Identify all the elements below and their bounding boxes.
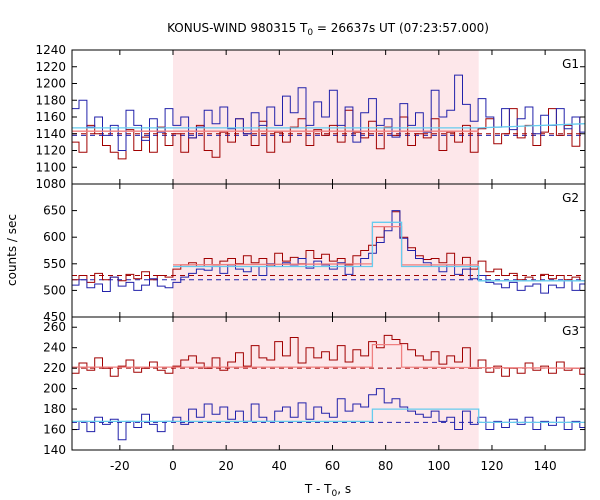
y-axis-label: counts / sec bbox=[5, 214, 19, 286]
x-tick-label: 40 bbox=[272, 459, 287, 473]
panel-g1 bbox=[72, 74, 586, 160]
highlight-layer bbox=[173, 50, 479, 450]
light-curve-blue-g1 bbox=[72, 74, 585, 151]
x-tick-label: 60 bbox=[325, 459, 340, 473]
model-fit-cyan-g1 bbox=[72, 123, 586, 129]
model-fit-pink-g3 bbox=[72, 343, 586, 369]
y-tick-label: 1180 bbox=[35, 93, 66, 107]
y-tick-label: 550 bbox=[43, 257, 66, 271]
y-tick-label: 220 bbox=[43, 361, 66, 375]
data-layer bbox=[72, 74, 586, 441]
y-tick-label: 450 bbox=[43, 310, 66, 324]
axes-layer: G1108011001120114011601180120012201240G2… bbox=[35, 43, 586, 473]
y-tick-label: 160 bbox=[43, 423, 66, 437]
x-tick-label: 120 bbox=[481, 459, 504, 473]
y-tick-label: 180 bbox=[43, 402, 66, 416]
y-tick-label: 1120 bbox=[35, 144, 66, 158]
y-tick-label: 1200 bbox=[35, 77, 66, 91]
highlight-interval bbox=[173, 50, 479, 450]
y-tick-label: 1240 bbox=[35, 43, 66, 57]
panel-label-g1: G1 bbox=[562, 57, 579, 71]
y-tick-label: 260 bbox=[43, 320, 66, 334]
panel-frame-g3 bbox=[71, 316, 586, 451]
x-tick-label: -20 bbox=[110, 459, 130, 473]
x-tick-label: 0 bbox=[169, 459, 177, 473]
y-tick-label: 140 bbox=[43, 443, 66, 457]
x-tick-label: 140 bbox=[534, 459, 557, 473]
model-fit-cyan-g2 bbox=[173, 221, 585, 282]
y-tick-label: 500 bbox=[43, 283, 66, 297]
x-tick-label: 80 bbox=[378, 459, 393, 473]
y-tick-label: 1100 bbox=[35, 160, 66, 174]
y-tick-label: 240 bbox=[43, 341, 66, 355]
y-tick-label: 1220 bbox=[35, 60, 66, 74]
y-tick-label: 650 bbox=[43, 204, 66, 218]
y-tick-label: 1160 bbox=[35, 110, 66, 124]
model-fit-cyan-g3 bbox=[72, 408, 585, 424]
y-tick-label: 600 bbox=[43, 230, 66, 244]
light-curve-red-g2 bbox=[72, 211, 585, 283]
x-tick-label: 20 bbox=[219, 459, 234, 473]
panel-g2 bbox=[72, 210, 585, 294]
model-fit-pink-g2 bbox=[172, 225, 479, 266]
x-tick-label: 100 bbox=[427, 459, 450, 473]
x-axis-label: T - T0, s bbox=[304, 482, 351, 499]
y-tick-label: 1080 bbox=[35, 177, 66, 191]
y-tick-label: 200 bbox=[43, 382, 66, 396]
y-tick-label: 1140 bbox=[35, 127, 66, 141]
chart-title: KONUS-WIND 980315 T0 = 26637s UT (07:23:… bbox=[167, 21, 489, 38]
panel-g3 bbox=[72, 334, 586, 441]
panel-label-g3: G3 bbox=[562, 324, 579, 338]
panel-label-g2: G2 bbox=[562, 191, 579, 205]
